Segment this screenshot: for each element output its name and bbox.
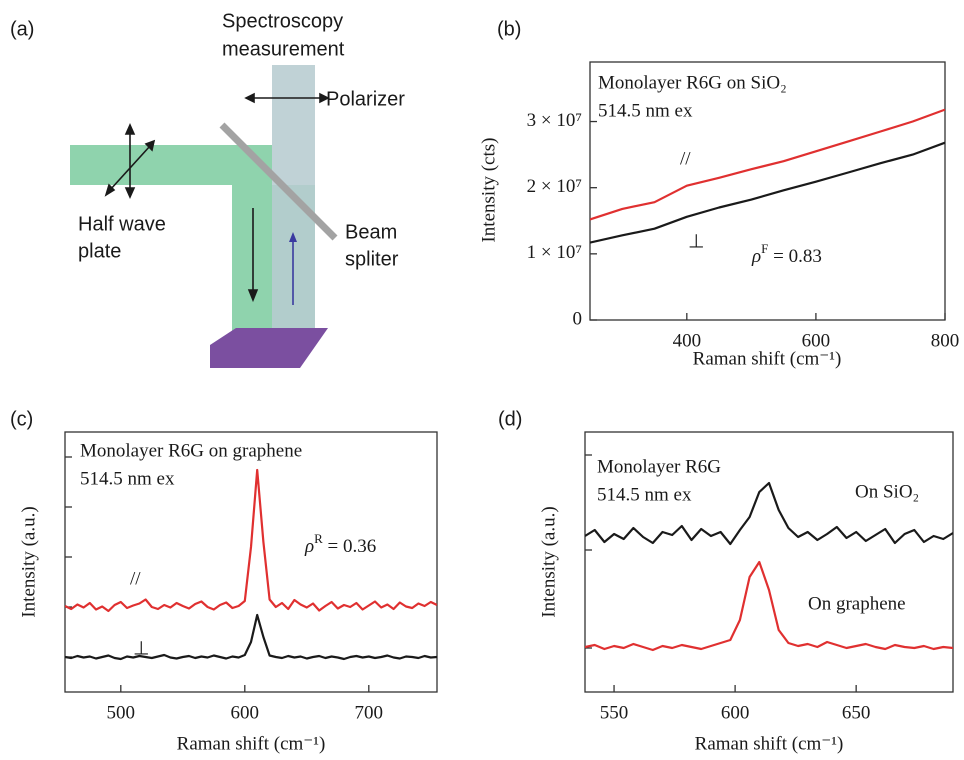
splitter-label: spliter [345,248,399,270]
rho-symbol: ρ [304,536,314,557]
x-tick-label: 600 [721,702,750,723]
series-line [65,468,437,613]
splitter-label: Beam [345,221,397,243]
laser-beam-down [232,145,272,340]
annotation: 514.5 nm ex [80,468,175,489]
plot-frame [64,431,438,693]
annotation: 514.5 nm ex [598,100,693,121]
panel-label: (a) [10,18,34,40]
arrows [104,92,330,303]
series-label: On graphene [808,593,906,614]
series-label: On SiO₂ [855,481,919,502]
series-line [585,481,953,546]
polarizer-label: Polarizer [326,88,405,110]
rho-superscript: R [314,531,323,546]
rho-symbol: ρ [751,246,761,267]
series-line [590,141,945,244]
series-label: // [130,568,141,589]
spectroscopy-label: measurement [222,38,345,60]
series-line [585,560,953,652]
beam-splitter [219,122,338,241]
series-line [590,108,945,221]
panel-label: (c) [10,408,33,430]
series-line [65,613,437,661]
rho-value: = 0.36 [323,536,376,557]
annotation: 514.5 nm ex [597,484,692,505]
series-label: // [680,148,691,169]
panel: (c) 500 600 700 Raman shift (cm⁻¹) Intensity … [10,408,438,754]
y-tick-label: 1 × 10⁷ [527,242,582,263]
panel: (d) 550 600 650 Raman shift (cm⁻¹) Intensity … [498,408,954,754]
annotation: Monolayer R6G on SiO₂ [598,72,787,93]
panel: (b) 400 600 800 0 1 × 10⁷ 2 × 10⁷ 3 × 10⁷ Raman … [478,18,959,369]
return-arrow-head [289,232,297,242]
panel-label: (b) [497,18,521,40]
plot-frame [584,431,954,693]
x-axis-label: Raman shift (cm⁻¹) [693,348,842,369]
x-tick-label: 550 [600,702,629,723]
rho-annotation: ρF = 0.83 [751,241,822,267]
rho-annotation: ρR = 0.36 [304,531,376,557]
x-tick-label: 800 [931,330,960,351]
rho-value: = 0.83 [768,246,821,267]
y-tick-label: 0 [573,308,583,329]
sample [210,328,328,368]
annotation: Monolayer R6G on graphene [80,440,302,461]
half-wave-label: Half wave [78,213,166,235]
series-label: ⊥ [133,638,150,659]
x-axis-label: Raman shift (cm⁻¹) [177,733,326,754]
y-axis-label: Intensity (a.u.) [538,506,559,617]
x-tick-label: 700 [355,702,384,723]
spectroscopy-label: Spectroscopy [222,10,343,32]
panel-a: (a) Spectroscopy measurement Polarizer H… [10,10,405,368]
x-tick-label: 500 [107,702,136,723]
annotation: Monolayer R6G [597,456,721,477]
half-wave-label: plate [78,240,121,262]
x-axis-label: Raman shift (cm⁻¹) [695,733,844,754]
panel-label: (d) [498,408,522,430]
x-tick-label: 400 [673,330,702,351]
series-label: ⊥ [688,231,705,252]
y-tick-label: 2 × 10⁷ [527,176,582,197]
y-axis-label: Intensity (a.u.) [18,506,39,617]
x-tick-label: 650 [842,702,871,723]
plot-frame [589,61,946,321]
x-tick-label: 600 [231,702,260,723]
x-tick-label: 600 [802,330,831,351]
rho-superscript: F [761,241,768,256]
y-tick-label: 3 × 10⁷ [527,110,582,131]
y-axis-label: Intensity (cts) [478,137,499,242]
